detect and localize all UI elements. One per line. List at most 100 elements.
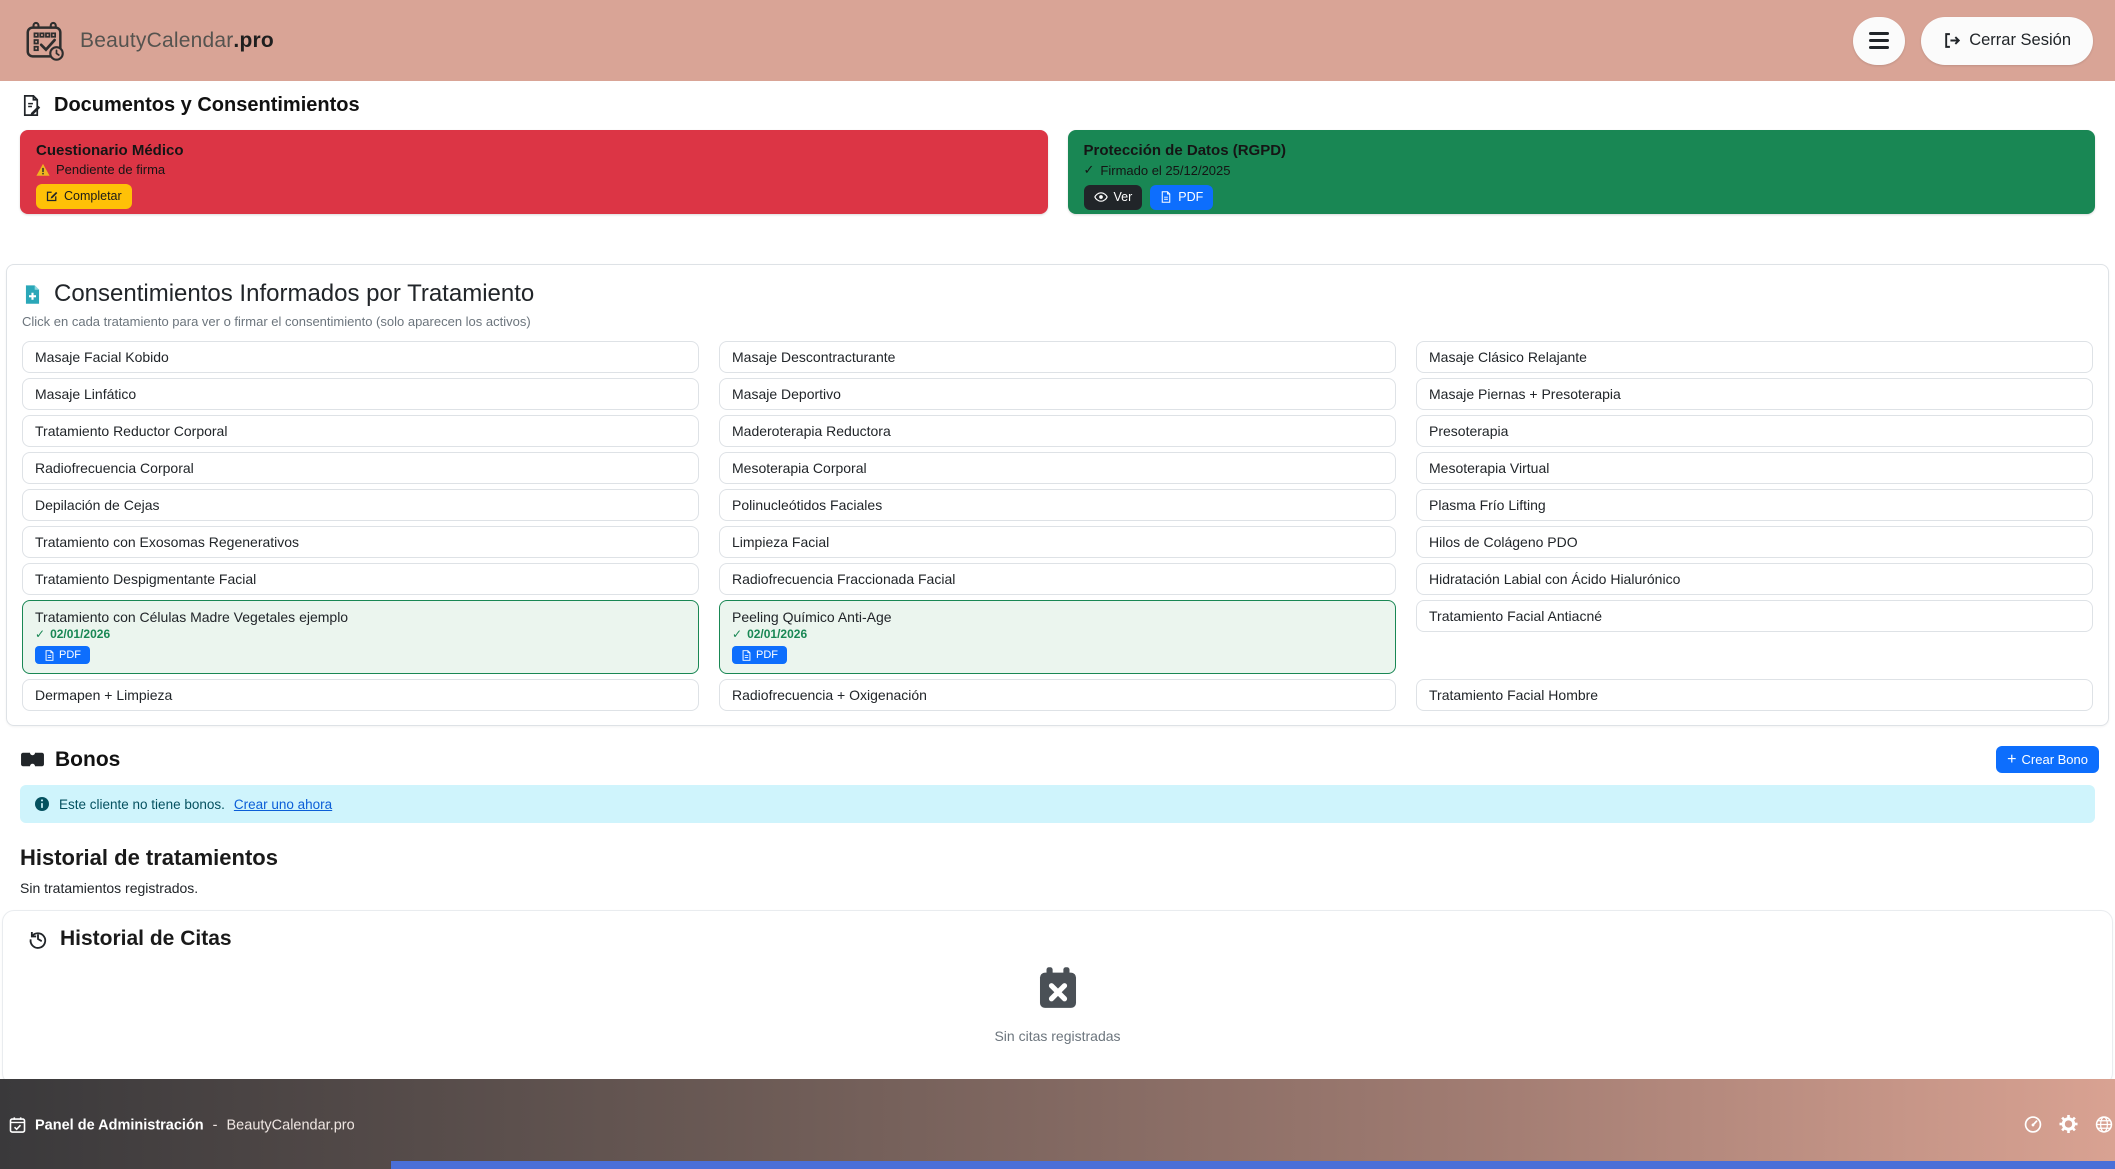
treatment-item[interactable]: Mesoterapia Virtual — [1416, 452, 2093, 484]
appointments-empty-state: Sin citas registradas — [27, 965, 2088, 1044]
logout-button[interactable]: Cerrar Sesión — [1921, 16, 2093, 65]
treatment-item[interactable]: Mesoterapia Corporal — [719, 452, 1396, 484]
footer-admin-label: Panel de Administración — [35, 1117, 204, 1134]
treatment-item[interactable]: Radiofrecuencia + Oxigenación — [719, 679, 1396, 711]
treatment-item[interactable]: Plasma Frío Lifting — [1416, 489, 2093, 521]
ticket-icon — [20, 751, 45, 768]
treatment-name: Masaje Facial Kobido — [35, 349, 169, 365]
treatment-name: Hidratación Labial con Ácido Hialurónico — [1429, 571, 1681, 587]
treatment-item[interactable]: Tratamiento Facial Antiacné — [1416, 600, 2093, 632]
treatment-name: Tratamiento con Exosomas Regenerativos — [35, 534, 300, 550]
treatment-item[interactable]: Radiofrecuencia Fraccionada Facial — [719, 563, 1396, 595]
speedometer-icon[interactable] — [2024, 1115, 2042, 1133]
treatment-name: Depilación de Cejas — [35, 497, 160, 513]
appointments-section: Historial de Citas Sin citas registradas — [2, 910, 2113, 1085]
treatment-name: Tratamiento Reductor Corporal — [35, 423, 228, 439]
check-icon: ✓ — [1083, 162, 1095, 177]
appointments-title: Historial de Citas — [27, 927, 2088, 951]
treatment-name: Peeling Químico Anti-Age — [732, 609, 892, 625]
treatment-item[interactable]: Hilos de Colágeno PDO — [1416, 526, 2093, 558]
bonos-empty-text: Este cliente no tiene bonos. — [59, 796, 225, 812]
treatment-item[interactable]: Peeling Químico Anti-Age ✓ 02/01/2026 PDF — [719, 600, 1396, 674]
pdf-file-icon — [741, 649, 752, 661]
file-medical-icon — [22, 284, 43, 305]
check-icon: ✓ — [35, 627, 46, 641]
treatment-item[interactable]: Tratamiento con Exosomas Regenerativos — [22, 526, 699, 558]
medical-questionnaire-card: Cuestionario Médico Pendiente de firma — [20, 130, 1048, 214]
treatment-item[interactable]: Limpieza Facial — [719, 526, 1396, 558]
treatment-item[interactable]: Tratamiento Reductor Corporal — [22, 415, 699, 447]
brand-calendar-icon — [22, 18, 68, 64]
appointments-empty-text: Sin citas registradas — [994, 1028, 1121, 1044]
consents-title: Consentimientos Informados por Tratamien… — [22, 279, 2093, 309]
create-bono-link[interactable]: Crear uno ahora — [233, 796, 333, 812]
treatment-history-title: Historial de tratamientos — [20, 845, 278, 870]
treatment-item[interactable]: Depilación de Cejas — [22, 489, 699, 521]
treatment-item[interactable]: Dermapen + Limpieza — [22, 679, 699, 711]
warning-icon — [36, 163, 50, 177]
treatment-item[interactable]: Masaje Descontracturante — [719, 341, 1396, 373]
treatment-item[interactable]: Masaje Clásico Relajante — [1416, 341, 2093, 373]
treatment-name: Radiofrecuencia Corporal — [35, 460, 194, 476]
treatment-name: Tratamiento con Células Madre Vegetales … — [35, 609, 349, 625]
treatment-name: Radiofrecuencia + Oxigenación — [732, 687, 927, 703]
treatment-item[interactable]: Masaje Piernas + Presoterapia — [1416, 378, 2093, 410]
check-icon: ✓ — [732, 627, 743, 641]
view-rgpd-button[interactable]: Ver — [1083, 185, 1143, 210]
brand: BeautyCalendar.pro — [22, 18, 274, 64]
bonos-header: Bonos + Crear Bono — [20, 746, 2099, 773]
treatment-name: Mesoterapia Corporal — [732, 460, 867, 476]
treatment-name: Polinucleótidos Faciales — [732, 497, 883, 513]
medical-card-status: Pendiente de firma — [36, 162, 1032, 177]
treatment-item[interactable]: Presoterapia — [1416, 415, 2093, 447]
treatment-name: Tratamiento Despigmentante Facial — [35, 571, 257, 587]
globe-icon[interactable] — [2095, 1115, 2113, 1133]
treatment-item[interactable]: Tratamiento Facial Hombre — [1416, 679, 2093, 711]
pencil-square-icon — [46, 190, 58, 202]
bonos-title: Bonos — [20, 748, 120, 772]
eye-icon — [1093, 190, 1108, 204]
pdf-button[interactable]: PDF — [35, 646, 90, 664]
treatment-name: Tratamiento Facial Antiacné — [1429, 608, 1603, 624]
treatment-item[interactable]: Radiofrecuencia Corporal — [22, 452, 699, 484]
rgpd-card-title: Protección de Datos (RGPD) — [1083, 142, 1287, 159]
treatment-item[interactable]: Polinucleótidos Faciales — [719, 489, 1396, 521]
rgpd-card-status: ✓ Firmado el 25/12/2025 — [1083, 162, 1231, 178]
treatment-item[interactable]: Tratamiento con Células Madre Vegetales … — [22, 600, 699, 674]
bottom-progress-bar — [391, 1161, 2115, 1169]
footer-brand-name: BeautyCalendar.pro — [226, 1117, 355, 1134]
treatment-item[interactable]: Hidratación Labial con Ácido Hialurónico — [1416, 563, 2093, 595]
signed-date: ✓ 02/01/2026 — [732, 627, 808, 641]
pdf-file-icon — [44, 649, 55, 661]
complete-questionnaire-button[interactable]: Completar — [36, 184, 132, 209]
gear-icon[interactable] — [2059, 1114, 2078, 1134]
consents-subtitle: Click en cada tratamiento para ver o fir… — [22, 314, 531, 329]
rgpd-pdf-button[interactable]: PDF — [1150, 185, 1214, 210]
pdf-button[interactable]: PDF — [732, 646, 787, 664]
brand-name: BeautyCalendar.pro — [80, 28, 274, 52]
file-signature-icon — [20, 94, 43, 117]
document-cards: Cuestionario Médico Pendiente de firma — [20, 130, 2095, 214]
treatment-name: Masaje Piernas + Presoterapia — [1429, 386, 1621, 402]
signed-date: ✓ 02/01/2026 — [35, 627, 111, 641]
logout-label: Cerrar Sesión — [1969, 31, 2071, 49]
history-icon — [27, 928, 49, 950]
app-header: BeautyCalendar.pro Cerrar Sesión — [0, 0, 2115, 81]
rgpd-card: Protección de Datos (RGPD) ✓ Firmado el … — [1067, 130, 2095, 214]
treatment-item[interactable]: Maderoterapia Reductora — [719, 415, 1396, 447]
plus-icon: + — [2007, 750, 2017, 768]
treatment-item[interactable]: Tratamiento Despigmentante Facial — [22, 563, 699, 595]
create-bono-button[interactable]: + Crear Bono — [1996, 746, 2099, 773]
hamburger-icon — [1869, 32, 1890, 35]
bonos-empty-alert: Este cliente no tiene bonos. Crear uno a… — [20, 785, 2095, 823]
treatment-item[interactable]: Masaje Deportivo — [719, 378, 1396, 410]
medical-card-title: Cuestionario Médico — [36, 142, 184, 159]
treatment-item[interactable]: Masaje Linfático — [22, 378, 699, 410]
treatment-item[interactable]: Masaje Facial Kobido — [22, 341, 699, 373]
logout-icon — [1943, 32, 1961, 49]
treatment-name: Presoterapia — [1429, 423, 1509, 439]
treatment-name: Masaje Descontracturante — [732, 349, 896, 365]
hamburger-menu-button[interactable] — [1853, 16, 1906, 65]
pdf-file-icon — [1160, 191, 1172, 204]
treatments-grid: Masaje Facial Kobido Masaje Descontractur… — [22, 341, 2093, 711]
